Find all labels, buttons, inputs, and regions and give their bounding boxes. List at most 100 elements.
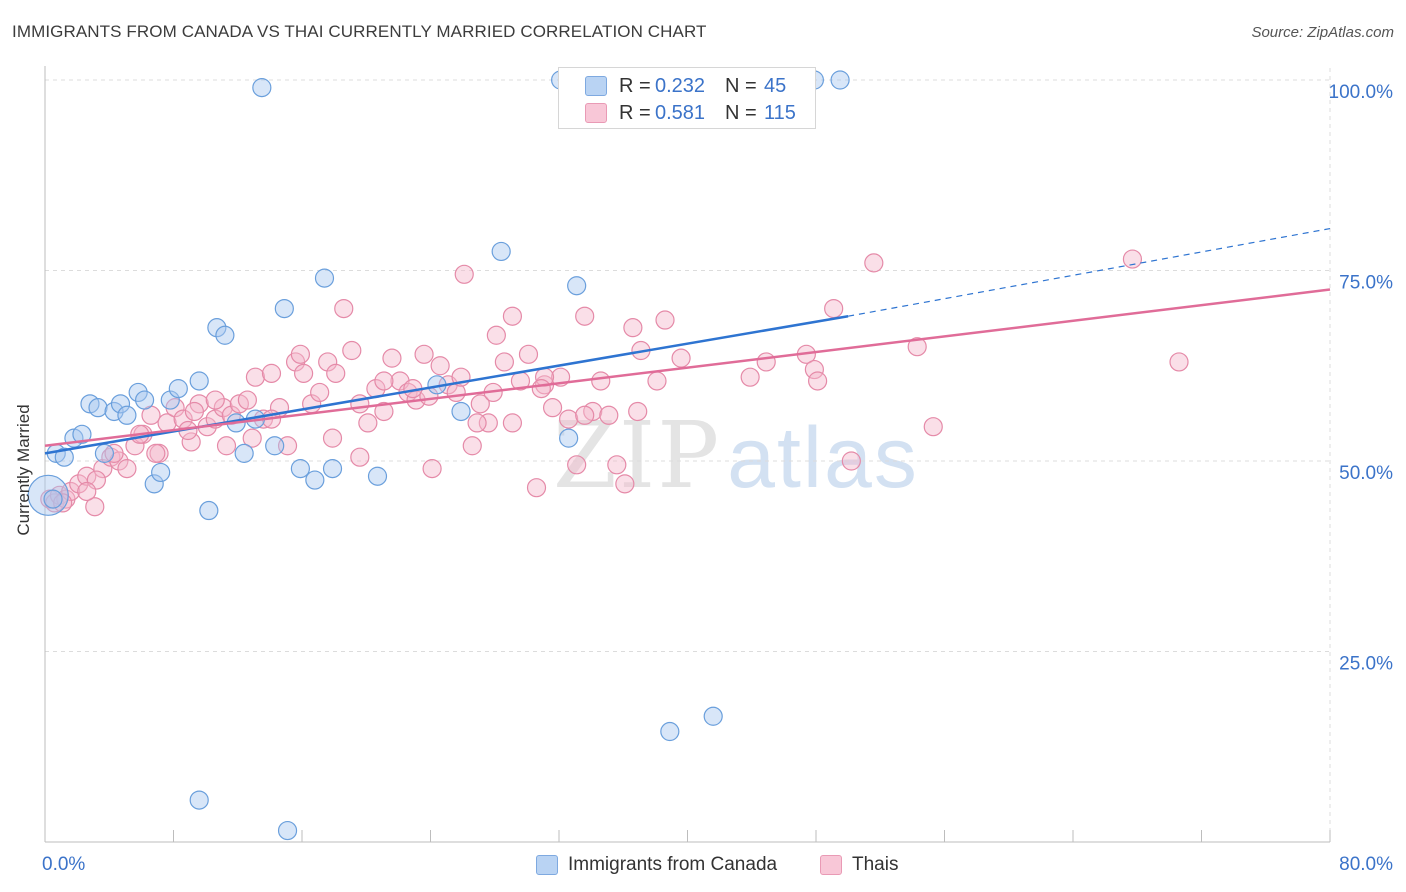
thais-point bbox=[1169, 352, 1189, 372]
canada-point bbox=[290, 459, 310, 479]
canada-point bbox=[660, 721, 680, 742]
source-credit: Source: ZipAtlas.com bbox=[1251, 24, 1394, 41]
canada-points bbox=[27, 70, 850, 841]
canada-point bbox=[277, 820, 298, 841]
thais-point bbox=[478, 413, 498, 433]
thais-point bbox=[615, 474, 635, 494]
thais-point bbox=[542, 398, 563, 418]
thais-point bbox=[467, 413, 487, 433]
canada-point bbox=[314, 268, 335, 288]
thais-point bbox=[559, 409, 579, 429]
y-axis-label: Currently Married bbox=[14, 404, 33, 536]
legend-label: Immigrants from Canada bbox=[568, 854, 778, 875]
canada-point bbox=[491, 241, 511, 262]
r-label: R = bbox=[619, 101, 651, 124]
canada-point bbox=[134, 390, 155, 410]
x-tick-label: 80.0% bbox=[1339, 854, 1393, 875]
canada-swatch bbox=[585, 76, 607, 96]
thais-point bbox=[824, 299, 844, 319]
thais-point bbox=[655, 310, 675, 330]
thais-point bbox=[414, 344, 434, 364]
thais-point bbox=[607, 455, 627, 475]
n-value: 115 bbox=[764, 101, 796, 124]
canada-point bbox=[252, 78, 272, 98]
canada-point bbox=[168, 379, 188, 399]
thais-point bbox=[494, 352, 514, 372]
canada-point bbox=[189, 790, 209, 810]
legend-item-canada[interactable]: Immigrants from Canada bbox=[536, 852, 777, 878]
canada-point bbox=[72, 424, 92, 444]
canada-point bbox=[305, 470, 325, 490]
thais-point bbox=[422, 459, 442, 479]
canada-point bbox=[88, 398, 108, 418]
n-label: N = bbox=[725, 74, 757, 97]
canada-trend-extension bbox=[848, 227, 1331, 317]
canada-point bbox=[189, 371, 209, 391]
canada-point bbox=[27, 474, 69, 516]
thais-point bbox=[430, 356, 450, 376]
canada-point bbox=[234, 443, 254, 463]
canada-point bbox=[199, 500, 219, 521]
legend-item-thais[interactable]: Thais bbox=[820, 852, 898, 878]
canada-point bbox=[322, 459, 343, 479]
legend-label: Thais bbox=[852, 854, 899, 875]
chart-title: IMMIGRANTS FROM CANADA VS THAI CURRENTLY… bbox=[12, 22, 707, 41]
thais-point bbox=[342, 340, 362, 361]
thais-point bbox=[205, 390, 225, 410]
y-tick-label: 25.0% bbox=[1339, 654, 1393, 675]
thais-point bbox=[671, 348, 691, 368]
canada-point bbox=[265, 436, 285, 456]
thais-point bbox=[526, 478, 547, 498]
thais-point bbox=[374, 371, 394, 391]
thais-point bbox=[647, 371, 667, 391]
thais-point bbox=[454, 264, 474, 284]
canada-point bbox=[451, 401, 471, 422]
thais-point bbox=[575, 405, 595, 425]
axes bbox=[44, 66, 1331, 843]
thais-point bbox=[907, 337, 927, 357]
canada-swatch bbox=[536, 855, 558, 875]
thais-point bbox=[181, 432, 201, 452]
thais-point bbox=[290, 344, 310, 364]
r-label: R = bbox=[619, 74, 651, 97]
canada-point bbox=[274, 299, 294, 319]
thais-points bbox=[40, 249, 1189, 517]
canada-trend-line bbox=[44, 314, 849, 455]
thais-point bbox=[53, 493, 73, 513]
thais-swatch bbox=[585, 103, 607, 123]
r-value: 0.581 bbox=[655, 101, 706, 124]
thais-point bbox=[213, 398, 233, 418]
thais-point bbox=[237, 390, 257, 410]
thais-point bbox=[326, 363, 346, 383]
thais-point bbox=[322, 428, 343, 448]
thais-point bbox=[470, 394, 490, 414]
thais-point bbox=[502, 413, 523, 433]
n-label: N = bbox=[725, 101, 757, 124]
thais-point bbox=[804, 359, 824, 380]
thais-point bbox=[502, 306, 523, 326]
r-value: 0.232 bbox=[655, 74, 706, 97]
thais-point bbox=[575, 306, 595, 326]
canada-point bbox=[117, 405, 137, 425]
thais-point bbox=[567, 455, 587, 475]
thais-swatch bbox=[820, 855, 842, 875]
y-tick-label: 100.0% bbox=[1329, 82, 1394, 103]
thais-point bbox=[85, 497, 105, 517]
thais-point bbox=[740, 367, 760, 387]
canada-point bbox=[94, 443, 115, 463]
x-tick-label: 0.0% bbox=[42, 854, 85, 875]
thais-point bbox=[1122, 249, 1143, 269]
thais-point bbox=[374, 401, 394, 422]
thais-point bbox=[261, 363, 282, 383]
canada-point bbox=[160, 390, 180, 410]
canada-point bbox=[703, 706, 723, 726]
thais-point bbox=[591, 371, 611, 391]
thais-point bbox=[382, 348, 402, 368]
correlation-legend: R = 0.232 N = 45 R = 0.581 N = 115 bbox=[558, 67, 816, 129]
canada-point bbox=[215, 325, 235, 345]
thais-trend-line bbox=[44, 288, 1331, 448]
canada-point bbox=[567, 276, 587, 296]
thais-point bbox=[841, 451, 861, 471]
canada-point bbox=[128, 382, 148, 403]
watermark-atlas: atlas bbox=[727, 410, 919, 506]
